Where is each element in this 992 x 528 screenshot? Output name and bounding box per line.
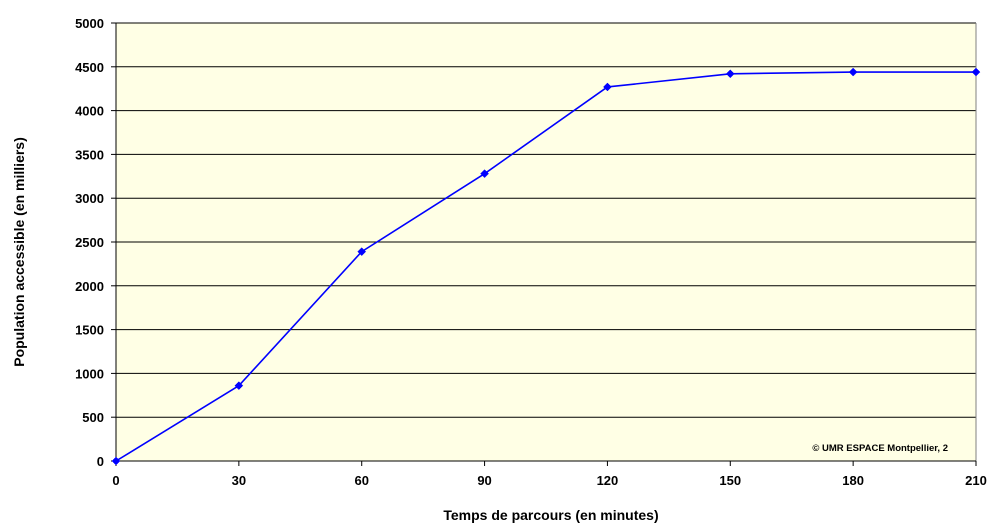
y-tick-label: 1500 <box>75 323 104 338</box>
y-tick-label: 2500 <box>75 235 104 250</box>
x-tick-label: 60 <box>354 473 368 488</box>
data-point <box>480 169 489 179</box>
x-tick-label: 120 <box>597 473 619 488</box>
data-point <box>725 69 735 79</box>
data-point <box>234 381 244 391</box>
x-tick-label: 210 <box>965 473 987 488</box>
x-tick-label: 30 <box>232 473 246 488</box>
axes <box>111 22 977 466</box>
x-tick-label: 0 <box>112 473 119 488</box>
x-tick-label: 150 <box>719 473 741 488</box>
y-tick-label: 4500 <box>75 60 104 75</box>
series-group <box>111 67 981 466</box>
credit-annotation: © UMR ESPACE Montpellier, 2 <box>812 443 948 454</box>
y-tick-label: 5000 <box>75 16 104 31</box>
y-tick-label: 1000 <box>75 366 104 381</box>
grid-lines <box>116 22 976 418</box>
data-point <box>603 82 612 92</box>
y-tick-label: 4000 <box>75 104 104 119</box>
x-tick-label: 180 <box>842 473 864 488</box>
y-axis-title: Population accessible (en milliers) <box>11 137 27 367</box>
y-tick-label: 0 <box>97 454 104 469</box>
data-point <box>971 67 981 77</box>
series-line <box>115 71 976 462</box>
data-point <box>111 456 121 466</box>
x-axis-title: Temps de parcours (en minutes) <box>443 507 658 523</box>
data-point <box>357 247 367 256</box>
data-point <box>848 67 858 77</box>
y-tick-label: 3500 <box>75 147 104 162</box>
x-tick-labels: 0 30 60 90 120 150 180 210 <box>112 473 986 488</box>
y-tick-labels: 0 500 1000 1500 2000 2500 3000 3500 4000 4500 5000 <box>75 16 104 469</box>
x-tick-label: 90 <box>477 473 491 488</box>
y-tick-label: 3000 <box>75 191 104 206</box>
y-tick-label: 2000 <box>75 279 104 294</box>
y-tick-label: 500 <box>82 410 104 425</box>
